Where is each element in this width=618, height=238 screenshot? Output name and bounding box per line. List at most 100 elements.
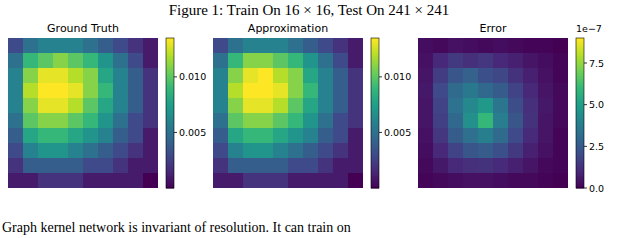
heatmap-cell [243,113,259,129]
heatmap-cell [333,143,349,159]
heatmap-cell [478,113,494,129]
figure-svg: Figure 1: Train On 16 × 16, Test On 241 … [0,0,618,238]
heatmap-cell [508,173,524,188]
heatmap-cell [493,38,509,54]
heatmap-cell [8,173,24,188]
heatmap-cell [348,98,363,114]
heatmap-cell [553,68,568,84]
colorbar-tick [174,76,177,77]
colorbar-tick-label: 0.005 [179,127,206,138]
heatmap-cell [333,68,349,84]
heatmap-cell [113,53,129,69]
heatmap-cell [553,113,568,129]
heatmap-cell [228,53,244,69]
heatmap-cell [243,68,259,84]
heatmap-cell [538,83,554,99]
background [0,0,618,238]
heatmap-cell [273,98,289,114]
heatmap-cell [418,113,434,129]
heatmap-cell [258,83,274,99]
heatmap-cell [83,113,99,129]
heatmap-cell [8,158,24,174]
heatmap-cell [303,128,319,144]
heatmap-cell [418,53,434,69]
heatmap-cell [523,113,539,129]
heatmap-cell [143,83,158,99]
heatmap-cell [98,83,114,99]
heatmap-cell [463,98,479,114]
heatmap-cell [508,68,524,84]
heatmap-cell [143,128,158,144]
colorbar-tick-label: 0.0 [589,183,604,194]
heatmap-cell [228,143,244,159]
heatmap-cell [213,113,229,129]
heatmap-cell [333,173,349,188]
heatmap-cell [38,173,54,188]
heatmap-cell [68,143,84,159]
heatmap-cell [318,128,334,144]
heatmap-cell [448,53,464,69]
heatmap-cell [553,158,568,174]
heatmap-cell [538,143,554,159]
heatmap-cell [448,143,464,159]
heatmap-cell [273,143,289,159]
heatmap-cell [523,158,539,174]
heatmap-cell [288,53,304,69]
panel: Approximation0.0050.010 [213,22,411,189]
heatmap-cell [258,53,274,69]
heatmap-cell [523,83,539,99]
heatmap-cell [228,98,244,114]
heatmap-cell [228,173,244,188]
panel-title: Approximation [248,22,328,35]
colorbar-tick [584,63,587,64]
heatmap-cell [478,128,494,144]
colorbar-tick-label: 0.010 [179,71,206,82]
heatmap-cell [318,173,334,188]
heatmap-cell [8,53,24,69]
heatmap-cell [53,83,69,99]
colorbar-tick-label: 7.5 [589,58,604,69]
heatmap-cell [83,83,99,99]
heatmap-cell [228,38,244,54]
heatmap-cell [303,38,319,54]
heatmap-cell [418,83,434,99]
heatmap-cell [508,113,524,129]
colorbar-tick-label: 0.010 [384,71,411,82]
heatmap-cell [318,38,334,54]
panel-title: Error [480,22,507,35]
heatmap-cell [508,83,524,99]
heatmap-cell [38,38,54,54]
colorbar-tick [584,104,587,105]
heatmap-cell [258,113,274,129]
heatmap-cell [553,53,568,69]
heatmap-cell [68,38,84,54]
heatmap-cell [113,38,129,54]
heatmap-cell [128,113,144,129]
heatmap-cell [508,53,524,69]
heatmap-cell [38,98,54,114]
heatmap-cell [98,38,114,54]
heatmap-cell [128,38,144,54]
heatmap-cell [448,98,464,114]
heatmap-cell [258,98,274,114]
heatmap-cell [68,68,84,84]
heatmap-cell [523,173,539,188]
heatmap-cell [38,83,54,99]
heatmap-cell [288,98,304,114]
heatmap-cell [83,143,99,159]
heatmap-cell [113,128,129,144]
heatmap-cell [538,38,554,54]
heatmap-cell [23,128,39,144]
heatmap-cell [463,173,479,188]
heatmap-cell [318,53,334,69]
heatmap-cell [448,38,464,54]
heatmap-cell [113,98,129,114]
heatmap-cell [348,143,363,159]
heatmap-cell [508,128,524,144]
heatmap-cell [243,128,259,144]
heatmap-cell [478,38,494,54]
heatmap-cell [303,173,319,188]
heatmap-cell [53,98,69,114]
heatmap-cell [553,98,568,114]
colorbar-frame [576,38,584,188]
